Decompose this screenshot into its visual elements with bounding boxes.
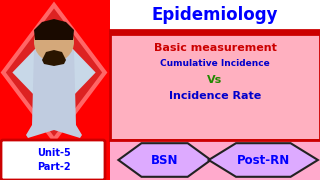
Polygon shape (12, 29, 96, 116)
Polygon shape (42, 50, 66, 66)
Text: Basic measurement: Basic measurement (154, 43, 276, 53)
Circle shape (34, 22, 74, 62)
Polygon shape (118, 143, 211, 177)
Text: Unit-5
Part-2: Unit-5 Part-2 (37, 148, 71, 172)
Text: Cumulative Incidence: Cumulative Incidence (160, 60, 270, 69)
Text: Epidemiology: Epidemiology (152, 6, 278, 24)
Bar (110, 140, 320, 180)
Text: Post-RN: Post-RN (237, 154, 290, 166)
Text: BSN: BSN (151, 154, 178, 166)
Polygon shape (3, 5, 105, 140)
Bar (110, 34, 320, 140)
Polygon shape (0, 0, 108, 180)
Bar (110, 0, 320, 30)
Polygon shape (26, 50, 82, 138)
Text: Vs: Vs (207, 75, 223, 85)
Text: Incidence Rate: Incidence Rate (169, 91, 261, 101)
Polygon shape (34, 19, 74, 40)
FancyBboxPatch shape (1, 140, 105, 180)
Polygon shape (209, 143, 318, 177)
